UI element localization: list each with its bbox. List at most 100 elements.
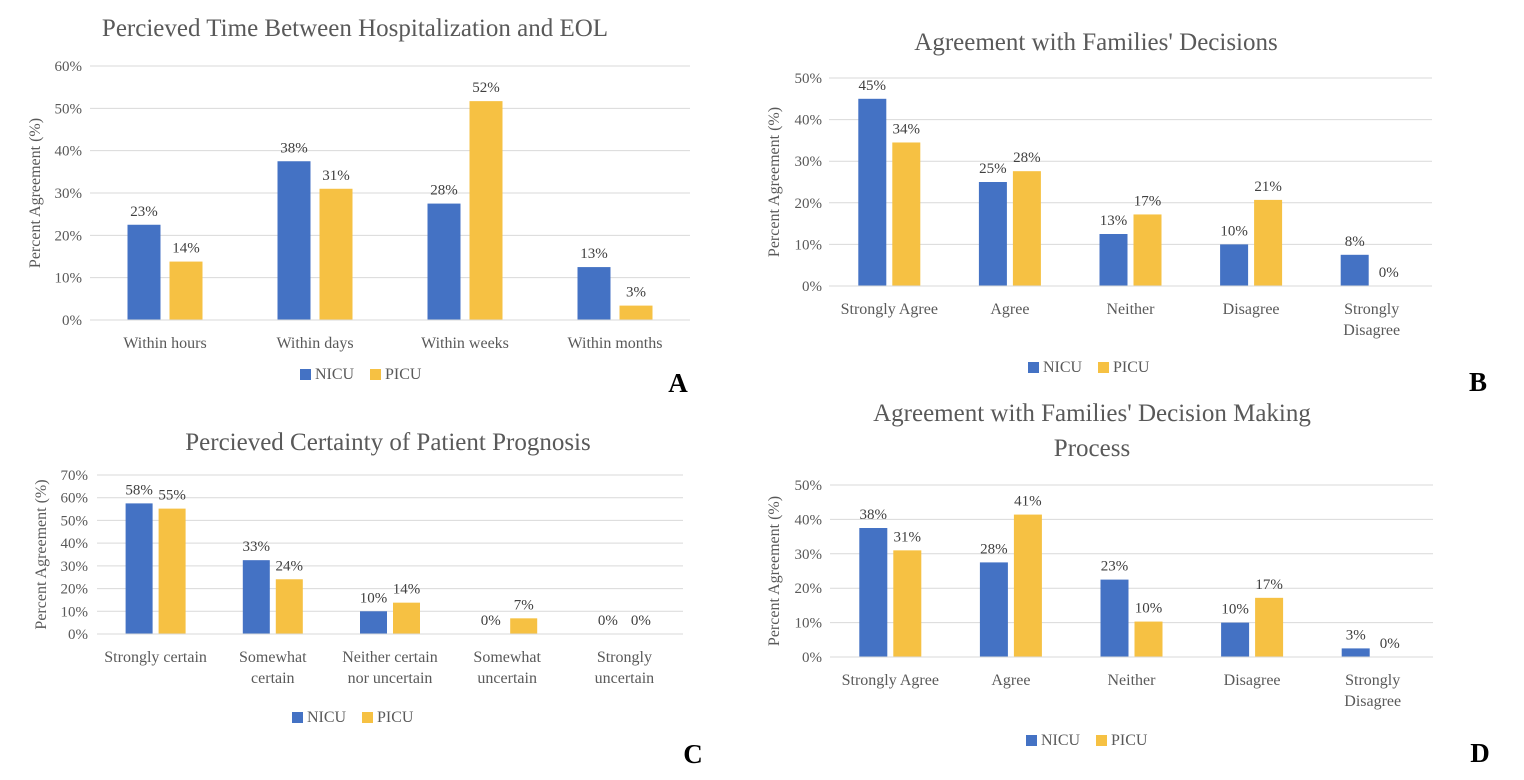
legend-item-picu: PICU <box>1098 359 1150 376</box>
x-tick-label-line: Somewhat <box>239 649 307 666</box>
x-tick-label-line: Disagree <box>1223 301 1280 318</box>
data-label: 31% <box>322 168 350 184</box>
x-tick-label: Strongly uncertain <box>595 649 655 687</box>
data-label: 21% <box>1254 179 1282 195</box>
chart-title-line: Agreement with Families' Decision Making <box>873 400 1311 427</box>
y-tick-label: 30% <box>61 559 89 575</box>
bar-picu <box>469 101 503 321</box>
bar-nicu <box>577 267 611 320</box>
bar-picu <box>319 188 353 320</box>
legend-item-nicu: NICU <box>300 366 355 383</box>
bar-nicu <box>1099 234 1128 286</box>
bar-nicu <box>125 503 153 634</box>
y-tick-label: 40% <box>795 512 823 528</box>
data-label: 3% <box>626 285 646 301</box>
bar-nicu <box>1221 622 1250 657</box>
legend-item-nicu: NICU <box>1026 732 1081 749</box>
y-tick-label: 70% <box>61 468 89 484</box>
y-tick-label: 50% <box>795 478 823 494</box>
y-tick-label: 0% <box>802 650 822 666</box>
x-tick-label: Strongly Disagree <box>1343 301 1400 339</box>
bar-picu <box>275 579 303 634</box>
legend-item-picu: PICU <box>370 366 422 383</box>
legend-swatch <box>1098 362 1109 373</box>
bar-picu <box>1254 199 1283 286</box>
legend-label: PICU <box>377 709 414 726</box>
y-tick-label: 10% <box>55 271 83 287</box>
legend-item-nicu: NICU <box>292 709 347 726</box>
chart-title-line: Agreement with Families' Decisions <box>914 29 1277 56</box>
panel-letter: B <box>1469 367 1487 397</box>
y-tick-label: 10% <box>61 604 89 620</box>
data-label: 17% <box>1255 577 1283 593</box>
x-tick-label-line: Within hours <box>123 335 206 352</box>
legend-label: NICU <box>1043 359 1083 376</box>
x-tick-label-line: Strongly <box>1345 672 1400 689</box>
bar-nicu <box>277 161 311 320</box>
bar-nicu <box>1220 244 1249 286</box>
bar-nicu <box>979 562 1008 657</box>
data-label: 58% <box>125 482 153 498</box>
data-label: 14% <box>393 582 421 598</box>
y-tick-label: 30% <box>55 186 83 202</box>
x-tick-label-line: Neither <box>1107 301 1156 318</box>
y-tick-label: 20% <box>795 196 823 212</box>
data-label: 24% <box>276 558 304 574</box>
bar-picu <box>619 305 653 320</box>
y-tick-label: 0% <box>68 627 88 643</box>
chart-title: Agreement with Families' Decisions <box>914 29 1277 56</box>
chart-title-line: Process <box>1054 435 1130 462</box>
legend-swatch <box>370 369 381 380</box>
data-label: 45% <box>859 78 887 94</box>
y-axis-label: Percent Agreement (%) <box>33 479 50 629</box>
data-label: 55% <box>158 488 186 504</box>
x-tick-label: Within months <box>568 335 663 352</box>
y-tick-label: 0% <box>802 279 822 295</box>
chart-panel-b: Agreement with Families' Decisions 0% 10% 2… <box>766 29 1487 397</box>
legend-label: NICU <box>1041 732 1081 749</box>
y-tick-label: 50% <box>61 513 89 529</box>
x-tick-label: Within hours <box>123 335 206 352</box>
bar-nicu <box>1340 254 1369 286</box>
y-axis-label: Percent Agreement (%) <box>766 107 783 257</box>
x-tick-label: Agree <box>991 672 1030 689</box>
y-tick-label: 10% <box>795 237 823 253</box>
bar-nicu <box>1341 648 1370 657</box>
y-tick-label: 0% <box>62 313 82 329</box>
x-tick-label: Strongly Agree <box>842 672 939 689</box>
legend-label: PICU <box>385 366 422 383</box>
x-tick-label-line: uncertain <box>477 670 537 687</box>
y-tick-label: 40% <box>795 113 823 129</box>
data-label: 10% <box>1135 601 1163 617</box>
bar-picu <box>393 602 420 634</box>
x-tick-label-line: Disagree <box>1343 322 1400 339</box>
x-tick-label-line: Within days <box>276 335 353 352</box>
data-label: 13% <box>580 246 608 262</box>
x-tick-label-line: Disagree <box>1344 693 1401 710</box>
data-label: 0% <box>481 613 501 629</box>
x-tick-label: Disagree <box>1224 672 1281 689</box>
bar-picu <box>169 261 203 320</box>
bar-nicu <box>127 224 161 320</box>
x-tick-label-line: Somewhat <box>473 649 541 666</box>
chart-title: Percieved Time Between Hospitalization a… <box>102 15 608 42</box>
legend-swatch <box>1026 735 1037 746</box>
bar-picu <box>1255 597 1284 657</box>
x-tick-label-line: Strongly Agree <box>842 672 939 689</box>
x-tick-label-line: Strongly <box>597 649 652 666</box>
legend-item-picu: PICU <box>1096 732 1148 749</box>
legend-swatch <box>292 712 303 723</box>
x-tick-label: Strongly Agree <box>841 301 938 318</box>
x-tick-label: Somewhat uncertain <box>473 649 541 687</box>
legend-label: PICU <box>1111 732 1148 749</box>
data-label: 7% <box>514 597 534 613</box>
x-tick-label: Strongly certain <box>104 649 207 666</box>
data-label: 8% <box>1345 234 1365 250</box>
y-tick-label: 50% <box>795 71 823 87</box>
x-tick-label-line: Neither certain <box>342 649 438 666</box>
x-tick-label: Within weeks <box>421 335 509 352</box>
bar-picu <box>1133 214 1162 286</box>
bar-nicu <box>858 98 887 286</box>
y-tick-label: 30% <box>795 154 823 170</box>
bar-picu <box>1134 621 1163 657</box>
